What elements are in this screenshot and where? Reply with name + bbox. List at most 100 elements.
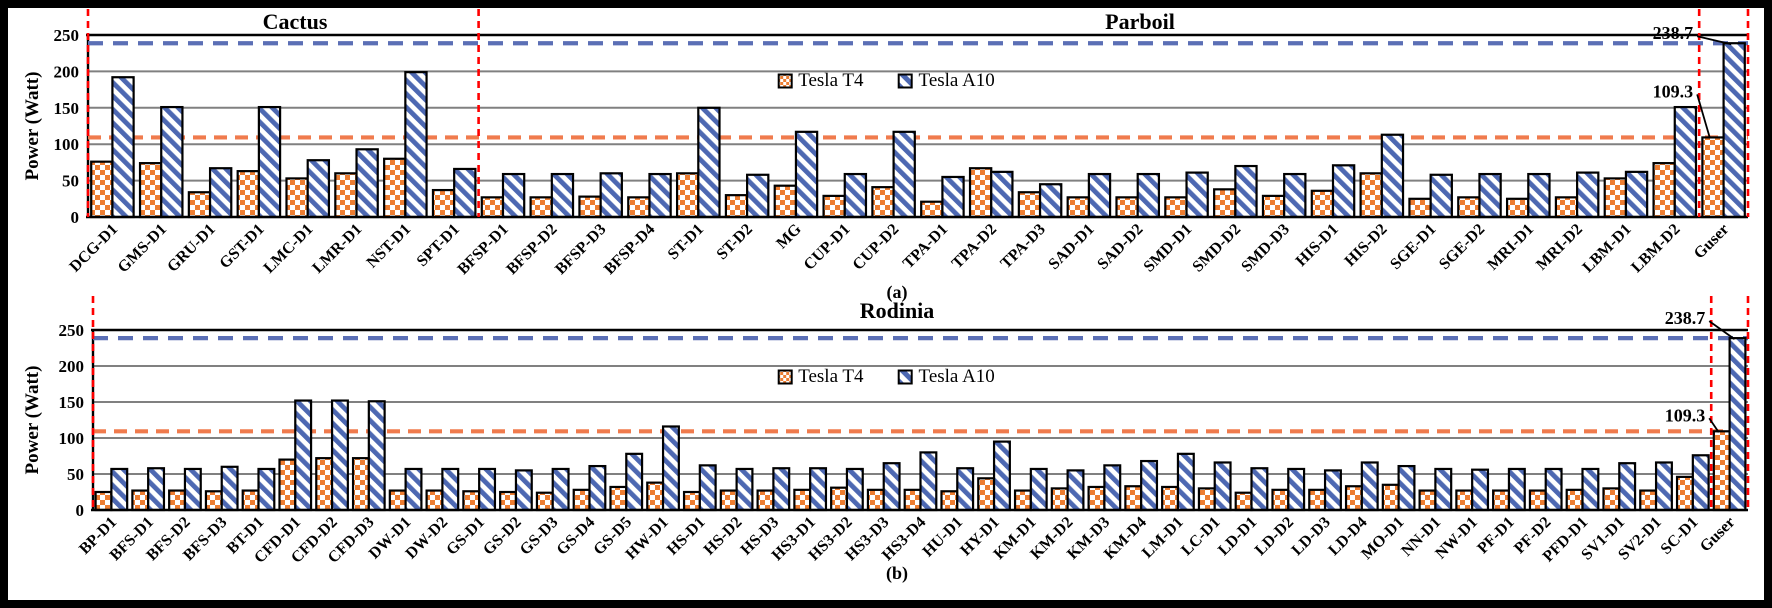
y-tick-100: 100 — [59, 429, 85, 448]
legend-label-tesla-t4: Tesla T4 — [798, 70, 864, 91]
bar-t4-HS-D2 — [719, 489, 738, 512]
section-title-rodinia: Rodinia — [859, 298, 935, 323]
bar-t4-MO-D1 — [1381, 483, 1400, 512]
x-label-LM-D1: LM-D1 — [1139, 514, 1187, 562]
bar-t4-CFD-D1 — [278, 458, 297, 512]
annotation-238.7: 238.7 — [1665, 308, 1706, 328]
bar-a10-KM-D3 — [1103, 464, 1122, 512]
legend-item-tesla-t4: Tesla T4 — [777, 70, 864, 92]
bar-a10-GS-D3 — [551, 467, 570, 512]
bar-t4-PFD-D1 — [1565, 488, 1584, 512]
bar-a10-PF-D1 — [1507, 467, 1526, 512]
section-title-parboil: Parboil — [1105, 9, 1175, 34]
bar-t4-HS3-D3 — [866, 488, 885, 512]
x-label-PF-D1: PF-D1 — [1474, 514, 1517, 557]
bar-t4-GS-D4 — [572, 488, 591, 512]
bar-a10-GS-D2 — [514, 469, 533, 512]
bar-t4-Guser — [1712, 430, 1731, 512]
x-label-LC-D1: LC-D1 — [1178, 514, 1223, 559]
bar-t4-DW-D1 — [388, 489, 407, 512]
bar-a10-LD-D1 — [1250, 467, 1269, 512]
x-label-HS-D1: HS-D1 — [664, 514, 709, 559]
legend-label-tesla-a10: Tesla A10 — [918, 70, 995, 91]
legend-item-tesla-a10: Tesla A10 — [898, 70, 995, 92]
x-label-LD-D3: LD-D3 — [1289, 514, 1334, 559]
y-tick-50: 50 — [67, 465, 84, 484]
y-tick-0: 0 — [71, 208, 80, 227]
legend-label-tesla-t4: Tesla T4 — [798, 366, 864, 387]
tesla-t4-swatch-icon — [777, 369, 793, 385]
bar-a10-HS-D3 — [772, 467, 791, 512]
bar-a10-SC-D1 — [1691, 454, 1710, 512]
bar-t4-LC-D1 — [1197, 487, 1216, 512]
bar-a10-Guser — [1728, 337, 1747, 512]
bar-a10-BT-D1 — [257, 467, 276, 512]
bar-a10-MO-D1 — [1397, 464, 1416, 512]
tesla-t4-swatch-icon — [777, 73, 793, 89]
bar-t4-SC-D1 — [1675, 475, 1694, 512]
y-tick-150: 150 — [59, 393, 85, 412]
bar-t4-KM-D2 — [1050, 487, 1069, 512]
x-label-GS-D1: GS-D1 — [443, 514, 488, 559]
bar-t4-PF-D2 — [1528, 489, 1547, 512]
bar-t4-GS-D3 — [535, 491, 554, 512]
bar-t4-HS-D1 — [682, 490, 701, 512]
bar-a10-SV2-D1 — [1654, 461, 1673, 512]
x-label-LD-D2: LD-D2 — [1252, 514, 1297, 559]
bar-a10-HS3-D4 — [919, 451, 938, 512]
legend-item-tesla-t4: Tesla T4 — [777, 366, 864, 388]
bar-a10-DW-D2 — [441, 467, 460, 512]
annotation-109.3: 109.3 — [1653, 81, 1694, 101]
annotation-line-238.7 — [1696, 35, 1732, 46]
bar-a10-PF-D2 — [1544, 467, 1563, 512]
annotation-line-109.3 — [1696, 94, 1711, 139]
bar-a10-PFD-D1 — [1581, 467, 1600, 512]
bar-t4-HY-D1 — [977, 477, 996, 512]
bar-a10-KM-D1 — [1029, 467, 1048, 512]
bar-t4-HS3-D2 — [830, 486, 849, 512]
bar-a10-LM-D1 — [1176, 452, 1195, 512]
bar-a10-GS-D1 — [478, 467, 497, 512]
bar-t4-HS3-D4 — [903, 488, 922, 512]
bar-t4-GS-D1 — [462, 490, 481, 512]
bar-t4-HU-D1 — [940, 490, 959, 512]
bar-t4-GS-D5 — [609, 485, 628, 512]
bar-t4-KM-D3 — [1087, 485, 1106, 512]
section-title-cactus: Cactus — [262, 9, 328, 34]
y-tick-150: 150 — [54, 99, 80, 118]
bar-t4-BFS-D1 — [131, 489, 150, 512]
caption-b: (b) — [886, 563, 908, 583]
bar-a10-SV1-D1 — [1618, 462, 1637, 512]
bar-a10-LD-D3 — [1323, 469, 1342, 512]
bar-t4-LD-D2 — [1271, 488, 1290, 512]
x-label-HS-D2: HS-D2 — [701, 514, 746, 559]
bar-a10-BP-D1 — [110, 467, 129, 512]
y-tick-250: 250 — [59, 321, 85, 340]
bar-a10-LD-D4 — [1360, 461, 1379, 512]
y-tick-50: 50 — [62, 172, 79, 191]
y-tick-200: 200 — [59, 357, 85, 376]
bar-a10-CFD-D3 — [367, 400, 386, 512]
bar-t4-SV2-D1 — [1639, 489, 1658, 512]
bar-t4-BT-D1 — [241, 489, 260, 512]
bar-a10-LC-D1 — [1213, 461, 1232, 512]
x-label-DW-D2: DW-D2 — [403, 514, 452, 563]
y-tick-250: 250 — [54, 26, 80, 45]
tesla-a10-swatch-icon — [898, 369, 914, 385]
legend-a: Tesla T4 Tesla A10 — [777, 70, 995, 92]
bar-t4-SV1-D1 — [1602, 487, 1621, 512]
bar-t4-KM-D4 — [1124, 485, 1143, 512]
bar-a10-GS-D5 — [625, 452, 644, 512]
bar-t4-HS3-D1 — [793, 488, 812, 512]
bar-a10-CFD-D2 — [330, 399, 349, 512]
x-label-GS-D3: GS-D3 — [517, 514, 562, 559]
tesla-a10-swatch-icon — [898, 73, 914, 89]
legend-label-tesla-a10: Tesla A10 — [918, 366, 995, 387]
bar-a10-HS3-D2 — [845, 467, 864, 512]
bar-a10-BFS-D2 — [183, 467, 202, 512]
bar-t4-LM-D1 — [1161, 485, 1180, 512]
bar-a10-DW-D1 — [404, 467, 423, 512]
